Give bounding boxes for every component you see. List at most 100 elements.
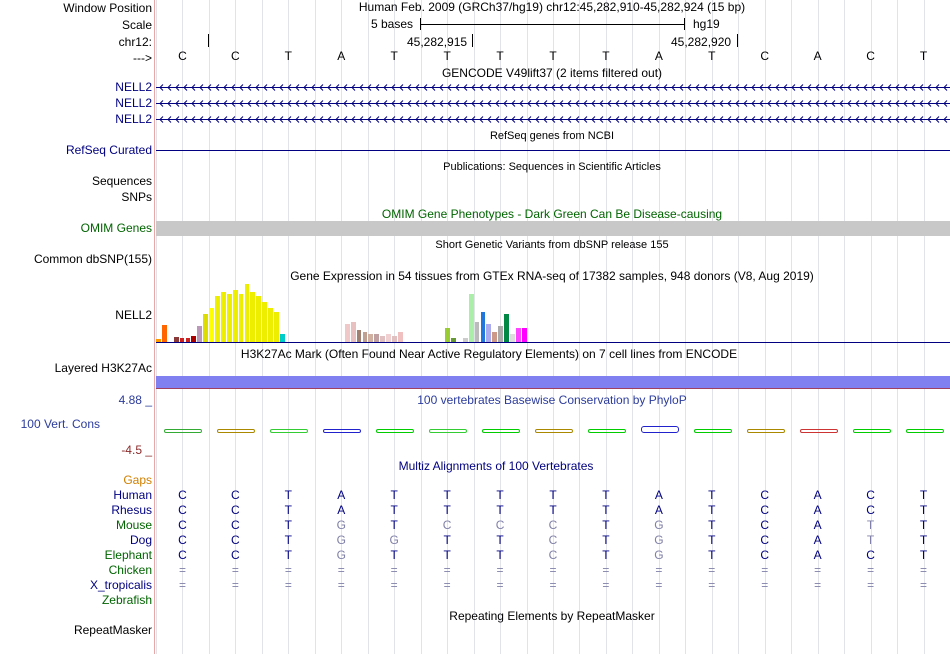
gtex-tissue-bar[interactable] [256,296,262,342]
gtex-tissue-bar[interactable] [226,294,232,342]
gtex-tissue-bar[interactable] [203,314,209,342]
gencode-item-label[interactable]: NELL2 [115,112,152,126]
gencode-transcript[interactable] [156,99,950,108]
strand-arrow [199,84,204,91]
publications-track-title[interactable]: Publications: Sequences in Scientific Ar… [443,161,661,173]
strand-arrow [327,116,332,123]
gtex-tissue-bar[interactable] [279,334,285,342]
gtex-tissue-bar[interactable] [445,328,450,342]
gtex-tissue-bar[interactable] [504,314,509,342]
gtex-tissue-bar[interactable] [268,308,273,342]
gtex-tissue-bar[interactable] [350,322,356,342]
omim-track-title[interactable]: OMIM Gene Phenotypes - Dark Green Can Be… [381,207,723,221]
gtex-tissue-bar[interactable] [209,308,214,342]
gtex-tissue-bar[interactable] [173,337,179,342]
gtex-tissue-bar[interactable] [244,284,250,342]
refseq-gene-line[interactable] [156,150,950,151]
base-gridline [367,0,369,654]
alignment-base: T [284,503,292,517]
ruler-tick [208,34,209,47]
strand-arrow [815,100,820,107]
gencode-item-label[interactable]: NELL2 [115,96,152,110]
gtex-tissue-bar[interactable] [498,326,504,342]
publications-snps-label[interactable]: SNPs [121,190,152,204]
gtex-tissue-bar[interactable] [374,334,380,342]
gencode-item-label[interactable]: NELL2 [115,80,152,94]
gtex-tissue-bar[interactable] [215,296,220,342]
gtex-tissue-bar[interactable] [197,326,203,342]
gtex-tissue-bar[interactable] [368,334,374,342]
gtex-tissue-bar[interactable] [274,312,279,342]
gtex-tissue-bar[interactable] [510,334,515,342]
strand-arrow [783,116,788,123]
gtex-tissue-bar[interactable] [250,292,256,342]
gtex-tissue-bar[interactable] [492,332,498,342]
species-label[interactable]: Zebrafish [101,593,152,607]
gtex-tissue-bar[interactable] [362,332,368,342]
gtex-tissue-bar[interactable] [386,334,391,342]
gtex-tissue-bar[interactable] [515,328,521,342]
h3k27ac-track-title[interactable]: H3K27Ac Mark (Often Found Near Active Re… [240,347,738,361]
species-label[interactable]: Rhesus [111,503,152,517]
gtex-tissue-bar[interactable] [392,336,397,342]
gtex-tissue-bar[interactable] [220,292,226,342]
gtex-tissue-bar[interactable] [232,290,238,342]
strand-arrow [871,84,876,91]
multiz-track-title[interactable]: Multiz Alignments of 100 Vertebrates [398,459,594,473]
strand-label: ---> [133,51,152,65]
gtex-bar-chart[interactable] [156,284,950,342]
species-label[interactable]: Chicken [108,563,152,577]
gtex-tissue-bar[interactable] [356,330,362,342]
alignment-base: T [919,503,928,517]
phylop-track-title[interactable]: 100 vertebrates Basewise Conservation by… [417,393,687,407]
species-label[interactable]: Elephant [104,548,152,562]
gtex-tissue-bar[interactable] [161,325,167,342]
strand-arrow [367,84,372,91]
gtex-tissue-bar[interactable] [468,294,474,342]
publications-sequences-label[interactable]: Sequences [91,174,152,188]
dbsnp-track-label[interactable]: Common dbSNP(155) [33,252,152,266]
strand-arrow [455,116,460,123]
gtex-tissue-bar[interactable] [344,324,350,342]
gtex-tissue-bar[interactable] [262,302,268,342]
gtex-tissue-bar[interactable] [462,338,468,342]
strand-arrow [879,84,884,91]
omim-track-label[interactable]: OMIM Genes [80,221,152,235]
gtex-tissue-bar[interactable] [474,322,480,342]
omim-phenotype-bar[interactable] [156,221,950,236]
h3k27ac-signal[interactable] [156,376,950,388]
dbsnp-track-title[interactable]: Short Genetic Variants from dbSNP releas… [435,239,669,251]
gtex-tissue-bar[interactable] [451,338,456,342]
gtex-tissue-bar[interactable] [156,339,161,342]
gtex-tissue-bar[interactable] [486,324,492,342]
refseq-track-label[interactable]: RefSeq Curated [65,143,152,157]
gtex-tissue-bar[interactable] [521,328,527,342]
gtex-tissue-bar[interactable] [397,332,403,342]
alignment-base: = [337,563,345,577]
repeatmasker-track-title[interactable]: Repeating Elements by RepeatMasker [449,609,655,623]
gencode-transcript[interactable] [156,115,950,124]
gtex-tissue-bar[interactable] [238,294,244,342]
strand-arrow [231,116,236,123]
repeatmasker-track-label[interactable]: RepeatMasker [73,623,152,637]
gtex-gene-label[interactable]: NELL2 [115,308,152,322]
gtex-tissue-bar[interactable] [191,336,197,342]
species-label[interactable]: Human [113,488,152,502]
gencode-track-title[interactable]: GENCODE V49lift37 (2 items filtered out) [441,66,663,80]
phylop-track-label[interactable]: 100 Vert. Cons [20,417,100,431]
species-label[interactable]: X_tropicalis [89,578,152,592]
refseq-track-title[interactable]: RefSeq genes from NCBI [489,130,615,142]
phylop-plot[interactable] [156,420,950,440]
gencode-transcript[interactable] [156,83,950,92]
strand-arrow [743,84,748,91]
gtex-tissue-bar[interactable] [185,338,191,342]
gtex-track-title[interactable]: Gene Expression in 54 tissues from GTEx … [290,269,814,283]
species-label[interactable]: Mouse [115,518,152,532]
strand-arrow [487,84,492,91]
strand-arrow [287,84,292,91]
gtex-tissue-bar[interactable] [480,312,486,342]
gtex-tissue-bar[interactable] [380,336,386,342]
species-label[interactable]: Dog [129,533,152,547]
gtex-tissue-bar[interactable] [179,338,185,342]
h3k27ac-track-label[interactable]: Layered H3K27Ac [54,361,152,375]
